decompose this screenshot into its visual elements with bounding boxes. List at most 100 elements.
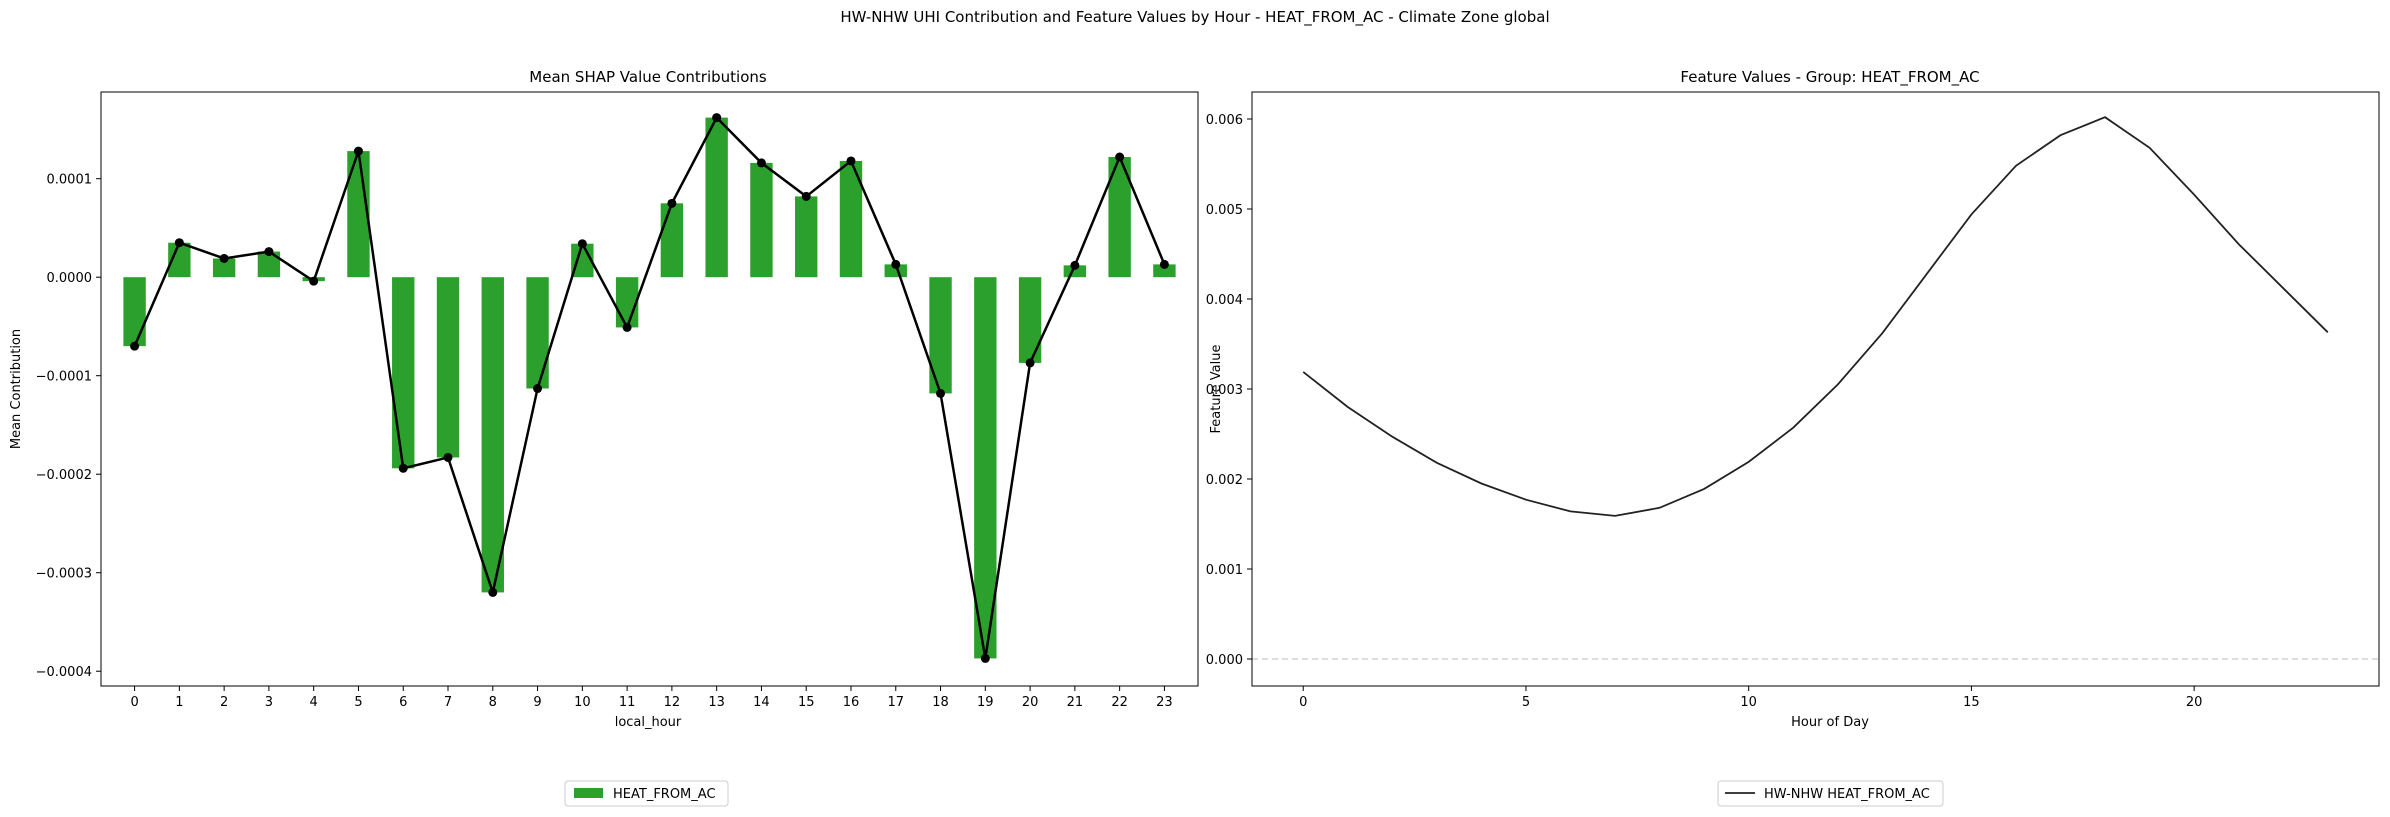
shap-bar-hour-18: [929, 277, 952, 394]
shap-bar-hour-21: [1063, 265, 1087, 278]
shap-bar-hour-12: [660, 203, 684, 278]
shap-legend: HEAT_FROM_AC: [564, 780, 729, 807]
feature-y-tick-label: 0.006: [1206, 113, 1243, 128]
feature-y-tick-label: 0.005: [1206, 203, 1243, 218]
shap-trend-marker-hour-6: [398, 463, 408, 473]
shap-trend-marker-hour-17: [891, 259, 901, 269]
shap-trend-marker-hour-1: [174, 238, 184, 248]
shap-chart-title: Mean SHAP Value Contributions: [529, 68, 767, 86]
shap-bar-hour-0: [123, 277, 146, 347]
shap-x-tick-label: 19: [977, 695, 994, 710]
feature-value-line: [1302, 116, 2329, 517]
shap-x-tick-label: 15: [798, 695, 815, 710]
shap-trend-marker-hour-2: [219, 253, 229, 263]
shap-contribution-chart: Mean SHAP Value Contributions −0.0004 −0.…: [9, 68, 1199, 807]
shap-trend-marker-hour-4: [309, 276, 319, 286]
shap-trend-marker-hour-5: [353, 146, 363, 156]
feature-y-axis-label: Feature Value: [1209, 345, 1224, 434]
shap-legend-box: [564, 780, 729, 807]
feature-x-tick-label: 10: [1740, 695, 1757, 710]
feature-legend-box: [1717, 780, 1944, 807]
feature-value-polyline: [1302, 116, 2329, 517]
shap-x-tick-label: 21: [1067, 695, 1084, 710]
shap-y-axis-label: Mean Contribution: [9, 329, 24, 449]
shap-x-tick-label: 16: [843, 695, 860, 710]
shap-bars: [123, 117, 1176, 659]
feature-y-tick-label: 0.003: [1206, 383, 1243, 398]
shap-y-tick-label: −0.0002: [36, 468, 92, 483]
shap-bar-hour-1: [168, 242, 191, 278]
shap-plot-frame: [100, 91, 1199, 687]
shap-bar-hour-20: [1018, 277, 1042, 363]
shap-trend-marker-hour-13: [712, 113, 722, 123]
shap-bar-hour-14: [750, 162, 773, 278]
feature-x-tick-label: 5: [1522, 695, 1530, 710]
feature-plot-frame: [1251, 91, 2380, 687]
feature-y-tick-label: 0.004: [1206, 293, 1243, 308]
shap-trend-marker-hour-8: [488, 587, 498, 597]
feature-values-chart: Feature Values - Group: HEAT_FROM_AC 0.0…: [1206, 68, 2380, 807]
shap-x-tick-label: 1: [175, 695, 183, 710]
shap-bar-hour-23: [1153, 264, 1176, 278]
shap-trend-marker-hour-7: [443, 452, 453, 462]
figure-suptitle: HW-NHW UHI Contribution and Feature Valu…: [840, 8, 1549, 27]
feature-y-tick-label: 0.002: [1206, 473, 1243, 488]
feature-legend: HW-NHW HEAT_FROM_AC: [1717, 780, 1944, 807]
shap-trend-marker-hour-23: [1159, 259, 1169, 269]
shap-x-tick-label: 23: [1156, 695, 1173, 710]
shap-bar-hour-13: [705, 117, 728, 278]
feature-y-tick-label: 0.001: [1206, 563, 1243, 578]
feature-y-tick-label: 0.000: [1206, 653, 1243, 668]
shap-trend-polyline: [133, 115, 1166, 659]
shap-x-axis-label: local_hour: [615, 715, 682, 730]
shap-trend-marker-hour-0: [130, 341, 140, 351]
shap-x-tick-label: 8: [489, 695, 497, 710]
shap-y-tick-label: −0.0004: [36, 665, 92, 680]
shap-x-tick-label: 9: [533, 695, 541, 710]
shap-y-tick-label: 0.0001: [47, 173, 93, 188]
shap-trend-marker-hour-21: [1070, 260, 1080, 270]
shap-x-tick-label: 7: [444, 695, 452, 710]
shap-x-axis-ticks: 0 1 2 3 4 5 6 7 8 9 10 11 12 13 14 15 16 17 18 19 20 21 22 23: [130, 686, 1173, 710]
feature-x-axis-label: Hour of Day: [1791, 715, 1869, 730]
shap-x-tick-label: 2: [220, 695, 228, 710]
shap-trend-marker-hour-3: [264, 247, 274, 257]
shap-x-tick-label: 10: [574, 695, 591, 710]
shap-bar-hour-17: [884, 264, 907, 278]
shap-bar-hour-22: [1108, 157, 1131, 278]
shap-x-tick-label: 13: [708, 695, 725, 710]
shap-x-tick-label: 3: [265, 695, 273, 710]
shap-trend-marker-hour-9: [533, 384, 543, 394]
shap-x-tick-label: 0: [130, 695, 138, 710]
shap-x-tick-label: 11: [619, 695, 636, 710]
shap-x-tick-label: 14: [753, 695, 770, 710]
shap-bar-hour-2: [212, 258, 236, 278]
shap-bar-hour-6: [392, 277, 415, 469]
shap-bar-hour-7: [436, 277, 460, 458]
shap-bar-hour-3: [257, 251, 281, 278]
shap-x-tick-label: 4: [310, 695, 318, 710]
shap-x-tick-label: 12: [664, 695, 681, 710]
shap-x-tick-label: 17: [887, 695, 904, 710]
shap-trend-line: [130, 113, 1169, 663]
feature-x-tick-label: 15: [1963, 695, 1980, 710]
shap-trend-marker-hour-14: [756, 158, 766, 168]
shap-y-tick-label: −0.0001: [36, 370, 92, 385]
feature-x-tick-label: 20: [2186, 695, 2203, 710]
shap-trend-marker-hour-15: [801, 191, 811, 201]
feature-chart-title: Feature Values - Group: HEAT_FROM_AC: [1680, 68, 1979, 87]
shap-trend-marker-hour-20: [1025, 358, 1035, 368]
shap-bar-hour-16: [839, 160, 863, 278]
feature-x-tick-label: 0: [1299, 695, 1307, 710]
shap-bar-hour-9: [526, 277, 549, 389]
shap-legend-label: HEAT_FROM_AC: [613, 787, 716, 802]
shap-x-tick-label: 18: [932, 695, 949, 710]
shap-y-axis-ticks: −0.0004 −0.0003 −0.0002 −0.0001 0.0000 0.0001: [36, 173, 101, 680]
shap-trend-marker-hour-22: [1115, 152, 1125, 162]
feature-x-axis-ticks: 0 5 10 15 20: [1299, 686, 2202, 710]
shap-x-tick-label: 20: [1022, 695, 1039, 710]
shap-trend-marker-hour-12: [667, 198, 677, 208]
shap-bar-hour-8: [481, 277, 504, 593]
shap-x-tick-label: 22: [1111, 695, 1128, 710]
